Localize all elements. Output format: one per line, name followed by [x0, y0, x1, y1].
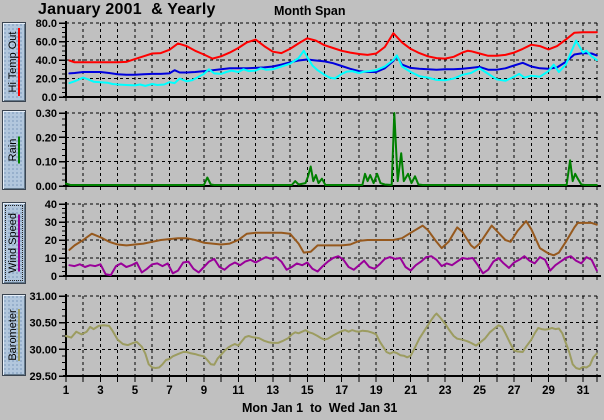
- barometer-button-label: Barometer: [7, 309, 19, 361]
- svg-text:40.0: 40.0: [36, 55, 57, 67]
- rain-accent-line: [18, 136, 20, 164]
- x-tick-label: 1: [63, 385, 70, 397]
- svg-text:10: 10: [45, 253, 57, 265]
- x-tick-label: 21: [404, 385, 417, 397]
- hi-temp-out-panel: 80.0 60.0 40.0 20.0 0.0: [36, 18, 601, 104]
- avg-temp-line: [68, 52, 598, 76]
- rain-panel: 0.30 0.20 0.10 0.00: [36, 108, 601, 193]
- high-wind-line: [68, 220, 598, 257]
- avg-wind-line: [68, 255, 598, 277]
- barometer-panel: 31.00 30.50 30.00 29.50: [29, 291, 601, 383]
- wind-speed-button[interactable]: Wind Speed: [2, 202, 26, 284]
- x-tick-label: 23: [439, 385, 452, 397]
- svg-text:0.0: 0.0: [42, 92, 57, 104]
- plot-title: January 2001 & Yearly: [38, 1, 216, 18]
- x-tick-label: 15: [301, 385, 314, 397]
- svg-text:80.0: 80.0: [36, 18, 57, 30]
- barometer-line: [65, 312, 598, 371]
- low-temp-line: [68, 39, 598, 87]
- x-tick-label: 25: [473, 385, 486, 397]
- x-tick-label: 29: [542, 385, 555, 397]
- x-tick-label: 31: [577, 385, 590, 397]
- x-tick-label: 5: [132, 385, 139, 397]
- x-tick-label: 19: [370, 385, 383, 397]
- svg-text:40: 40: [45, 199, 57, 211]
- barometer-accent-line: [18, 309, 20, 361]
- svg-text:0.20: 0.20: [36, 132, 57, 144]
- x-tick-label: 13: [266, 385, 279, 397]
- wind-speed-accent-line: [18, 214, 20, 272]
- hi-temp-button-label: Hi Temp Out: [7, 31, 19, 93]
- svg-text:60.0: 60.0: [36, 37, 57, 49]
- svg-text:20: 20: [45, 235, 57, 247]
- svg-text:29.50: 29.50: [29, 371, 57, 383]
- svg-text:0: 0: [51, 271, 57, 283]
- x-tick-label: 27: [508, 385, 521, 397]
- hi-temp-out-button[interactable]: Hi Temp Out: [2, 22, 26, 102]
- date-range-label: Mon Jan 1 to Wed Jan 31: [242, 401, 398, 415]
- svg-text:30.50: 30.50: [29, 318, 57, 330]
- x-tick-label: 3: [97, 385, 103, 397]
- svg-text:0.30: 0.30: [36, 108, 57, 120]
- x-tick-label: 7: [166, 385, 172, 397]
- focus-outline: [5, 205, 23, 281]
- wind-speed-panel: 40 30 20 10 0: [45, 199, 601, 283]
- x-tick-label: 9: [201, 385, 207, 397]
- svg-text:0.00: 0.00: [36, 181, 57, 193]
- rain-line: [65, 112, 598, 186]
- rain-button-label: Rain: [7, 138, 19, 162]
- x-tick-label: 17: [335, 385, 348, 397]
- hi-temp-accent-line: [18, 28, 20, 96]
- svg-text:31.00: 31.00: [29, 291, 57, 303]
- svg-text:0.10: 0.10: [36, 157, 57, 169]
- svg-text:30.00: 30.00: [29, 344, 57, 356]
- hi-temp-line: [68, 31, 598, 64]
- rain-button[interactable]: Rain: [2, 110, 26, 190]
- svg-text:20.0: 20.0: [36, 74, 57, 86]
- span-label: Month Span: [274, 4, 346, 18]
- x-tick-label: 11: [232, 385, 245, 397]
- barometer-button[interactable]: Barometer: [2, 294, 26, 376]
- svg-text:30: 30: [45, 217, 57, 229]
